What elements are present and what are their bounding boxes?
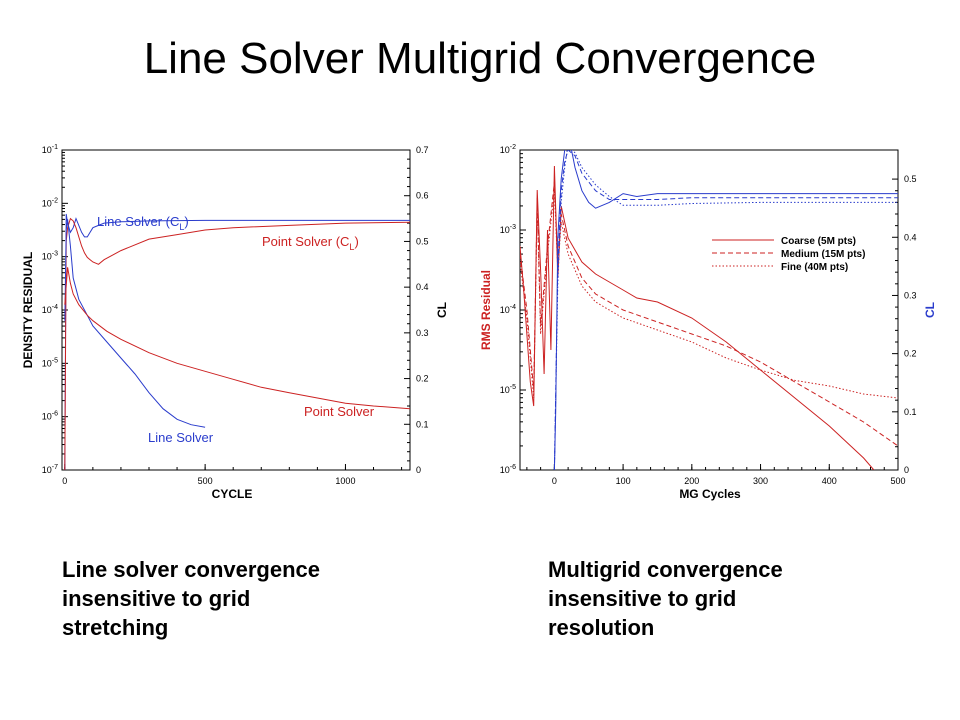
left-caption: Line solver convergence insensitive to g… <box>62 555 320 642</box>
x-axis-label: CYCLE <box>212 487 253 501</box>
series-line-blue-0 <box>64 213 410 470</box>
x-axis-label: MG Cycles <box>679 487 741 501</box>
x-tick-label: 300 <box>753 476 768 486</box>
series-group <box>64 213 410 470</box>
y2-tick-label: 0.1 <box>904 407 917 417</box>
y2-axis-label: CL <box>923 302 937 318</box>
y2-axis-label: CL <box>435 302 449 318</box>
right-caption-line: resolution <box>548 615 655 640</box>
series-line-red-3 <box>64 267 410 410</box>
series-line-red-1 <box>64 217 410 470</box>
x-tick-label: 500 <box>890 476 905 486</box>
slide-title: Line Solver Multigrid Convergence <box>143 34 817 83</box>
y-tick-label: 10-3 <box>500 224 516 235</box>
series-line-red-dashed-1 <box>520 181 898 447</box>
y-tick-label: 10-4 <box>42 304 58 315</box>
annotation-line-solver-cl: Line Solver (CL) <box>97 214 189 232</box>
legend-label: Coarse (5M pts) <box>781 236 856 247</box>
y-axis-label: DENSITY RESIDUAL <box>21 252 35 368</box>
chart-background <box>14 100 454 518</box>
x-tick-label: 200 <box>684 476 699 486</box>
y2-tick-label: 0.4 <box>904 232 917 242</box>
x-tick-label: 1000 <box>335 476 355 486</box>
y-tick-label: 10-4 <box>500 304 516 315</box>
y-tick-label: 10-5 <box>500 384 516 395</box>
x-tick-label: 400 <box>822 476 837 486</box>
y2-tick-label: 0 <box>904 465 909 475</box>
annotation-point-solver: Point Solver <box>304 404 375 419</box>
series-line-blue-2 <box>64 219 206 428</box>
series-line-red-solid-0 <box>520 165 875 470</box>
y2-tick-label: 0.3 <box>416 328 429 338</box>
y2-tick-label: 0 <box>416 465 421 475</box>
annotation-point-solver-cl: Point Solver (CL) <box>262 234 359 252</box>
x-tick-label: 0 <box>62 476 67 486</box>
left-caption-line: Line solver convergence <box>62 557 320 582</box>
legend-label: Medium (15M pts) <box>781 249 865 260</box>
y-tick-label: 10-2 <box>500 144 516 155</box>
x-tick-label: 0 <box>552 476 557 486</box>
y2-tick-label: 0.2 <box>904 349 917 359</box>
y2-tick-label: 0.3 <box>904 290 917 300</box>
y2-tick-label: 0.7 <box>416 145 429 155</box>
legend-label: Fine (40M pts) <box>781 262 848 273</box>
y-tick-label: 10-6 <box>42 411 58 422</box>
series-group <box>520 150 898 470</box>
right-caption-line: Multigrid convergence <box>548 557 783 582</box>
series-line-red-dotted-2 <box>520 189 898 399</box>
right-caption: Multigrid convergence insensitive to gri… <box>548 555 783 642</box>
y2-tick-label: 0.5 <box>904 174 917 184</box>
series-line-blue-dotted-5 <box>553 150 898 470</box>
y2-tick-label: 0.2 <box>416 374 429 384</box>
series-line-blue-dashed-4 <box>553 150 898 470</box>
y-tick-label: 10-2 <box>42 197 58 208</box>
y-tick-label: 10-6 <box>500 464 516 475</box>
y2-tick-label: 0.6 <box>416 191 429 201</box>
annotation-line-solver: Line Solver <box>148 430 214 445</box>
chart-background <box>476 120 926 518</box>
left-caption-line: stretching <box>62 615 169 640</box>
left-caption-line: insensitive to grid <box>62 586 251 611</box>
y2-tick-label: 0.4 <box>416 282 429 292</box>
series-line-blue-solid-3 <box>553 150 898 470</box>
y-tick-label: 10-3 <box>42 251 58 262</box>
y-tick-label: 10-5 <box>42 357 58 368</box>
y2-tick-label: 0.5 <box>416 236 429 246</box>
y-tick-label: 10-7 <box>42 464 58 475</box>
y-tick-label: 10-1 <box>42 144 58 155</box>
x-tick-label: 100 <box>616 476 631 486</box>
y-axis-label: RMS Residual <box>479 270 493 350</box>
right-caption-line: insensitive to grid <box>548 586 737 611</box>
y2-tick-label: 0.1 <box>416 419 429 429</box>
x-tick-label: 500 <box>198 476 213 486</box>
